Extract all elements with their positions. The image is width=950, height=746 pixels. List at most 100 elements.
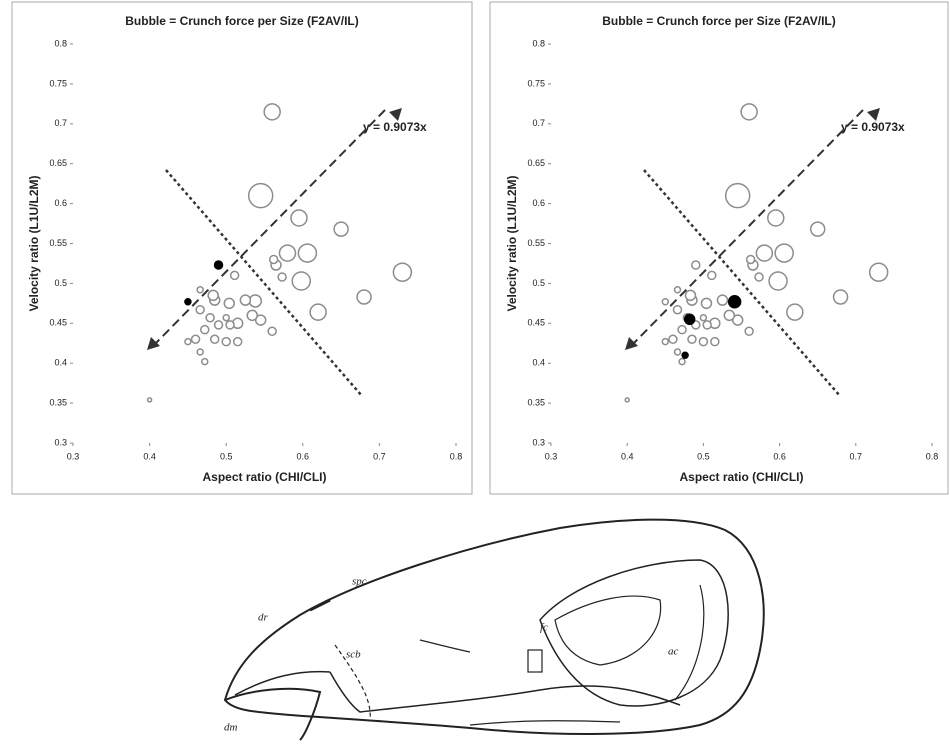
bubble (678, 357, 686, 366)
bubble (702, 320, 712, 330)
bubble (668, 334, 678, 345)
bubble (673, 348, 682, 356)
bubble (223, 297, 236, 310)
x-axis-label: Aspect ratio (CHI/CLI) (202, 470, 326, 484)
bubble (661, 298, 670, 306)
panel-frame (489, 1, 949, 495)
y-axis-label: Velocity ratio (L1U/L2M) (27, 175, 41, 311)
y-tick-label: 0.75 (527, 78, 545, 88)
bubble (698, 336, 709, 347)
skull-label: scb (346, 649, 361, 661)
bubble (624, 397, 630, 403)
bubble (683, 313, 696, 326)
bubble (710, 336, 720, 347)
bubble (687, 334, 697, 345)
y-tick-label: 0.75 (49, 78, 67, 88)
x-tick-label: 0.7 (373, 451, 386, 461)
bubble (744, 326, 754, 337)
x-tick-label: 0.7 (850, 451, 863, 461)
y-tick-label: 0.55 (49, 238, 67, 248)
bubble (267, 326, 277, 337)
y-tick-label: 0.5 (532, 278, 545, 288)
bubble (356, 289, 372, 305)
bubble (232, 336, 243, 347)
bubble (691, 260, 701, 270)
chart-title: Bubble = Crunch force per Size (F2AV/IL) (602, 14, 835, 28)
bubble (196, 348, 204, 356)
x-tick-label: 0.6 (297, 451, 310, 461)
divider-line (643, 169, 841, 397)
trend-line (631, 109, 864, 346)
x-tick-label: 0.5 (220, 451, 233, 461)
bubble (661, 337, 670, 346)
skull-label: ac (668, 646, 679, 658)
bubble (200, 324, 210, 335)
bubble (263, 103, 281, 121)
bubble (716, 294, 729, 306)
bubble (246, 309, 258, 322)
y-tick-label: 0.45 (49, 318, 67, 328)
bubble (268, 254, 279, 265)
y-tick-label: 0.35 (527, 397, 545, 407)
bubble (278, 244, 297, 262)
y-tick-label: 0.8 (54, 38, 67, 48)
trend-equation: y = 0.9073x (363, 120, 427, 134)
chart-title: Bubble = Crunch force per Size (F2AV/IL) (125, 14, 358, 28)
bubble (673, 286, 682, 294)
bubble (213, 260, 224, 270)
bubble (707, 270, 717, 281)
skull-label: dm (224, 722, 238, 734)
bubble (767, 209, 785, 227)
y-tick-label: 0.45 (527, 318, 545, 328)
bubble (681, 351, 689, 359)
bubble (809, 221, 826, 237)
y-tick-label: 0.65 (49, 158, 67, 168)
x-tick-label: 0.3 (67, 451, 80, 461)
skull-label: spc (352, 576, 367, 588)
arrow-head (147, 337, 160, 350)
y-tick-label: 0.65 (527, 158, 545, 168)
bubble (786, 303, 804, 321)
bubble (740, 103, 758, 121)
x-tick-label: 0.8 (926, 451, 939, 461)
bubble (684, 289, 697, 302)
bubble (731, 314, 744, 326)
x-tick-label: 0.8 (450, 451, 463, 461)
bubble (184, 337, 192, 346)
bubble (277, 272, 287, 282)
trend-equation: y = 0.9073x (841, 120, 905, 134)
bubble (248, 294, 263, 308)
bubble (755, 244, 774, 262)
bubble (754, 272, 764, 282)
x-tick-label: 0.4 (143, 451, 156, 461)
y-tick-label: 0.4 (532, 358, 545, 368)
bubble (724, 182, 751, 209)
skull-labels: dr spc scb fc ac dm (224, 576, 679, 734)
trend-line (153, 109, 386, 346)
x-tick-label: 0.6 (773, 451, 786, 461)
x-tick-label: 0.5 (697, 451, 710, 461)
bubble (677, 324, 687, 335)
y-tick-label: 0.7 (54, 118, 67, 128)
bubble (291, 271, 312, 291)
bubble (333, 221, 349, 237)
y-tick-label: 0.7 (532, 118, 545, 128)
arrow-head (389, 108, 402, 121)
y-tick-label: 0.6 (54, 198, 67, 208)
bubble (290, 209, 308, 227)
bubble (207, 289, 219, 302)
bubble (254, 314, 267, 326)
x-tick-label: 0.4 (621, 451, 634, 461)
y-tick-label: 0.4 (54, 358, 67, 368)
bubble (222, 313, 230, 322)
bubble (247, 182, 274, 209)
bubble (146, 397, 153, 403)
bubble (392, 262, 413, 282)
bubble (190, 334, 201, 345)
bubble (184, 298, 192, 306)
y-axis-label: Velocity ratio (L1U/L2M) (505, 175, 519, 311)
bubble (672, 304, 683, 315)
y-tick-label: 0.3 (54, 437, 67, 447)
y-tick-label: 0.5 (54, 278, 67, 288)
